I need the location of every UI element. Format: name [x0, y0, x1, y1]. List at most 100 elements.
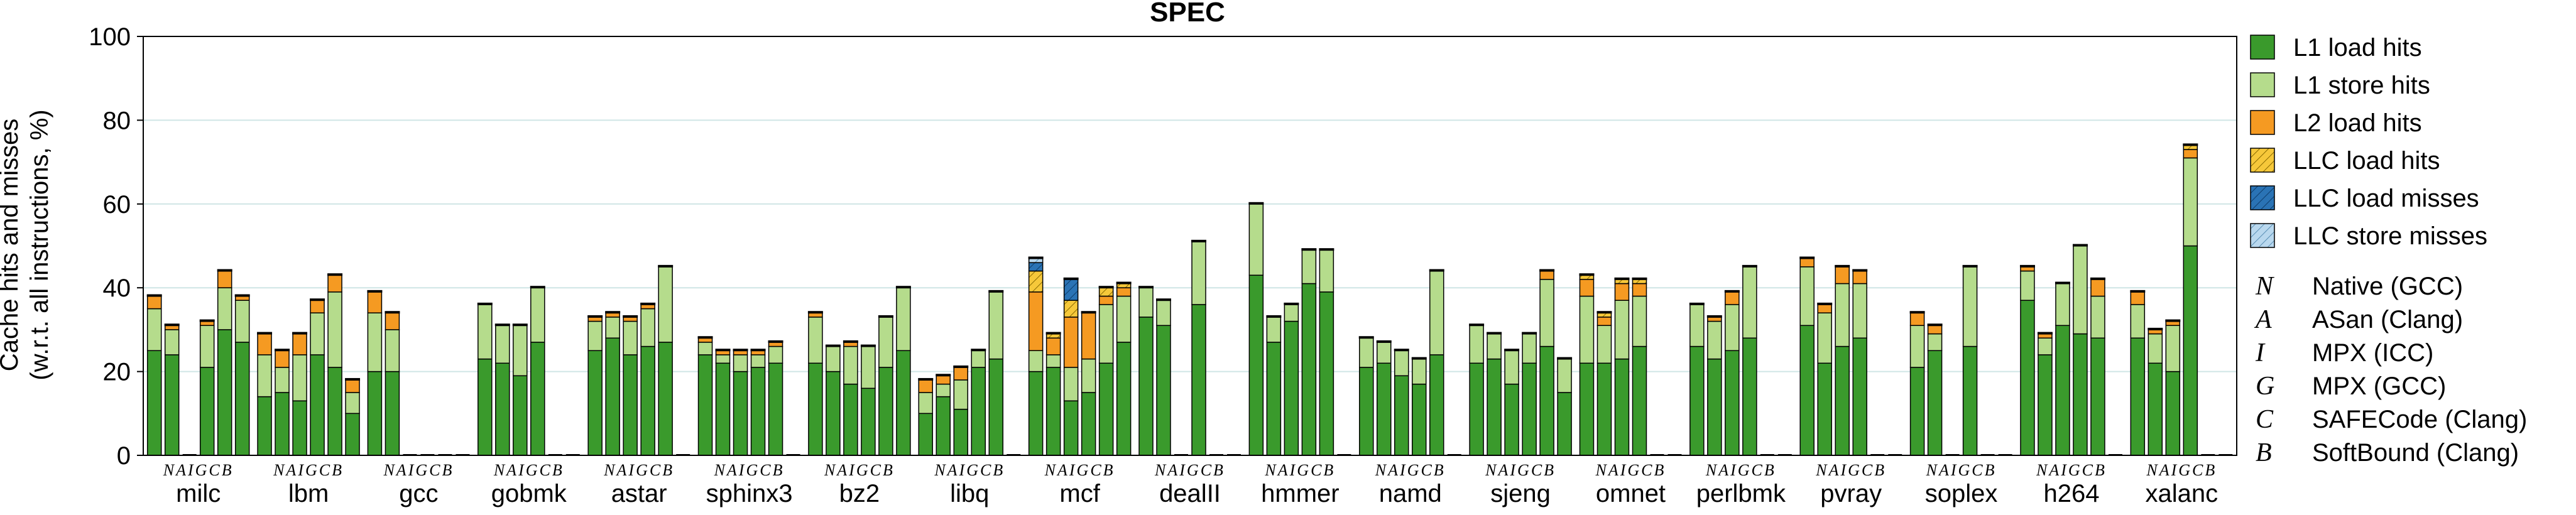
- bar-segment-l1_store-C: [1539, 279, 1554, 347]
- bar-top-cap-G: [2183, 143, 2198, 146]
- bar-segment-l1_store-G: [1632, 295, 1647, 347]
- bar-top-cap-N: [697, 336, 713, 339]
- bar-segment-l1_store-I: [733, 354, 748, 372]
- benchmark-group-soplex: [1909, 264, 2012, 456]
- bar-segment-l1_store-A: [2038, 337, 2053, 355]
- benchmark-label: dealII: [1159, 480, 1221, 507]
- bar-segment-l1_store-N: [587, 320, 603, 351]
- y-axis-label-line2: (w.r.t. all instructions, %): [26, 109, 53, 380]
- bar-segment-l1_load-A: [1156, 325, 1171, 456]
- bar-segment-l1_store-C: [1429, 270, 1444, 355]
- bar-segment-l1_store-C: [327, 291, 342, 368]
- bar-segment-l1_load-G: [1632, 345, 1647, 456]
- variant-letters: NAIGCB: [163, 461, 234, 479]
- bar-top-cap-N: [477, 302, 493, 305]
- bar-segment-l1_store-N: [257, 354, 272, 398]
- bar-segment-l1_store-N: [1469, 325, 1484, 364]
- bar-segment-l1_load-G: [199, 367, 215, 456]
- bar-segment-l1_store-G: [1962, 266, 1978, 347]
- legend-variant-label: MPX (ICC): [2312, 339, 2433, 367]
- bar-segment-l1_load-A: [2038, 354, 2053, 456]
- variant-letters: NAIGCB: [1375, 461, 1446, 479]
- bar-top-cap-I: [1284, 302, 1299, 305]
- bar-segment-l2_load-C: [1098, 295, 1114, 305]
- legend-variant-label: MPX (GCC): [2312, 372, 2446, 400]
- benchmark-label: sphinx3: [706, 480, 793, 507]
- benchmark-group-milc: [146, 269, 250, 456]
- bar-segment-l2_load-N: [1579, 279, 1595, 297]
- bar-segment-l2_load-N: [808, 312, 823, 318]
- bar-top-cap-B: [1557, 357, 1573, 360]
- bar-segment-l2_load-A: [1817, 304, 1832, 313]
- bar-segment-l1_load-C: [217, 329, 232, 456]
- bar-top-cap-B: [1116, 281, 1132, 285]
- bar-segment-llc_load_hit-A: [1045, 333, 1061, 339]
- bar-segment-l1_load-A: [1487, 358, 1502, 456]
- bar-segment-l1_store-I: [1614, 300, 1630, 360]
- bar-segment-l1_store-A: [1156, 300, 1171, 326]
- benchmark-group-namd: [1358, 269, 1461, 456]
- bar-segment-l1_store-A: [164, 329, 180, 355]
- benchmark-label: milc: [176, 480, 221, 507]
- benchmark-group-pvray: [1799, 256, 1902, 456]
- bar-segment-l1_store-N: [146, 308, 162, 351]
- bar-segment-l1_load-A: [1045, 367, 1061, 456]
- bar-segment-l1_load-I: [1284, 320, 1299, 456]
- bar-segment-l1_store-A: [2148, 333, 2163, 364]
- bar-top-cap-N: [1028, 256, 1044, 259]
- bar-segment-l1_store-N: [1028, 350, 1044, 372]
- bar-segment-llc_load_miss-N: [1028, 262, 1044, 272]
- bar-segment-l1_store-G: [1081, 358, 1096, 393]
- bar-top-cap-G: [530, 286, 545, 289]
- bar-top-cap-N: [1799, 256, 1815, 259]
- bar-segment-l1_store-B: [234, 300, 250, 343]
- bar-segment-l1_load-N: [2130, 337, 2146, 456]
- bar-segment-l1_store-C: [217, 287, 232, 330]
- bar-segment-l1_load-N: [367, 371, 383, 456]
- bar-segment-l2_load-N: [2130, 291, 2146, 305]
- grid-layer: [143, 119, 2237, 372]
- benchmark-group-libq: [918, 290, 1021, 456]
- bar-segment-l1_store-G: [2183, 157, 2198, 247]
- bar-top-cap-G: [860, 344, 876, 347]
- bar-segment-l1_load-C: [658, 342, 673, 456]
- bar-segment-l1_load-I: [292, 400, 307, 456]
- bar-top-cap-A: [494, 323, 510, 327]
- benchmark-group-hmmer: [1248, 202, 1351, 456]
- bar-segment-l2_load-G: [199, 320, 215, 326]
- bar-segment-l1_load-G: [861, 388, 876, 456]
- bar-top-cap-I: [1504, 349, 1520, 352]
- bar-segment-llc_load_hit-C: [1098, 287, 1114, 297]
- chart-title: SPEC: [1150, 0, 1225, 28]
- bar-top-cap-G: [1081, 311, 1096, 314]
- bar-segment-l1_load-C: [988, 358, 1004, 456]
- bar-segment-l1_store-N: [918, 392, 934, 415]
- bar-segment-l1_load-G: [2183, 245, 2198, 456]
- bar-segment-l1_load-A: [495, 362, 510, 456]
- bar-segment-l2_load-C: [327, 274, 342, 293]
- bar-top-cap-A: [2148, 327, 2163, 330]
- variant-letters: NAIGCB: [1044, 461, 1115, 479]
- bar-segment-l1_load-G: [750, 367, 766, 456]
- bar-segment-l2_load-B: [1116, 287, 1132, 297]
- benchmark-group-omnet: [1579, 273, 1682, 456]
- benchmark-label: h264: [2043, 480, 2099, 507]
- benchmark-group-gcc: [367, 290, 470, 456]
- bar-top-cap-N: [2130, 290, 2146, 293]
- bar-segment-l1_load-B: [1557, 392, 1572, 456]
- bar-segment-l1_load-G: [1852, 337, 1867, 456]
- bar-segment-l1_load-I: [1394, 375, 1409, 456]
- bar-segment-l1_store-I: [2165, 325, 2181, 372]
- bar-segment-l1_load-A: [1927, 350, 1943, 456]
- benchmark-group-gobmk: [477, 286, 580, 456]
- bar-segment-l1_load-C: [1319, 291, 1334, 456]
- bar-segment-l2_load-A: [2038, 333, 2053, 339]
- bar-segment-l1_load-N: [257, 396, 272, 456]
- bar-segment-l2_load-A: [164, 325, 180, 330]
- legend-swatch-l2_load: [2250, 110, 2275, 135]
- bar-segment-l1_store-G: [1852, 283, 1867, 339]
- variant-letters: NAIGCB: [1485, 461, 1556, 479]
- bar-segment-l1_store-A: [715, 354, 731, 364]
- bar-segment-l2_load-I: [1063, 317, 1079, 368]
- bar-top-cap-N: [587, 315, 603, 318]
